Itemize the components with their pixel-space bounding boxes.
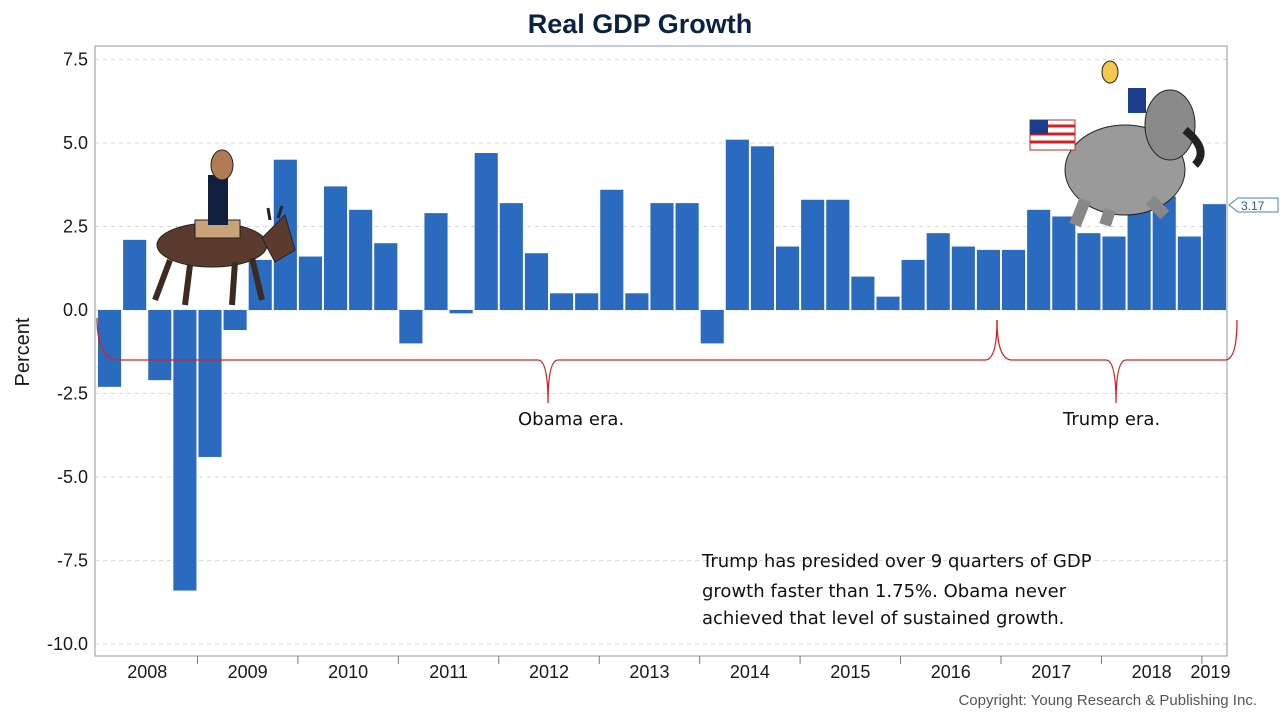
trump-era-label: Trump era. [1062, 409, 1160, 430]
note-line-1: Trump has presided over 9 quarters of GD… [701, 551, 1092, 572]
bar-2014Q3 [750, 146, 774, 310]
trump-elephant-cartoon [1029, 60, 1205, 228]
bar-2008Q2 [123, 239, 147, 310]
x-tick-label: 2011 [429, 662, 468, 682]
x-tick-label: 2010 [328, 662, 368, 682]
era-brackets [96, 317, 1238, 404]
x-tick-label: 2019 [1190, 662, 1230, 682]
x-tick-label: 2016 [931, 662, 971, 682]
last-value-callout: 3.17 [1228, 197, 1279, 213]
x-tick-label: 2013 [629, 662, 669, 682]
bar-2012Q3 [550, 293, 574, 310]
y-axis-ticks: 7.5 5.0 2.5 0.0 -2.5 -5.0 -7.5 -10.0 [47, 50, 88, 655]
bar-2012Q2 [524, 253, 548, 310]
y-tick-label: 5.0 [63, 133, 88, 153]
y-tick-label: 2.5 [63, 217, 88, 237]
bar-2014Q2 [725, 139, 749, 310]
x-axis-ticks: 2008 2009 2010 2011 2012 2013 2014 2015 2016 2017… [127, 656, 1230, 682]
y-tick-label: -2.5 [57, 384, 88, 404]
bar-2012Q4 [575, 293, 599, 310]
trump-era-bracket [996, 319, 1238, 404]
x-tick-label: 2012 [529, 662, 569, 682]
bar-2016Q3 [951, 246, 975, 310]
obama-era-bracket [96, 317, 998, 404]
x-tick-label: 2017 [1031, 662, 1071, 682]
bars [98, 139, 1226, 591]
x-tick-label: 2008 [127, 662, 167, 682]
bar-2013Q2 [625, 293, 649, 310]
bar-2017Q1 [1002, 249, 1026, 310]
obama-donkey-cartoon [152, 149, 296, 306]
bar-2014Q4 [776, 246, 800, 310]
bar-2014Q1 [700, 310, 724, 344]
x-tick-label: 2015 [830, 662, 870, 682]
bar-2016Q2 [926, 233, 950, 310]
x-tick-label: 2018 [1132, 662, 1172, 682]
bar-2018Q4 [1177, 236, 1201, 310]
bar-2010Q1 [298, 256, 322, 310]
bar-2010Q4 [374, 243, 398, 310]
y-axis-label: Percent [12, 317, 34, 386]
bar-2017Q4 [1077, 233, 1101, 310]
copyright: Copyright: Young Research & Publishing I… [958, 692, 1257, 709]
y-tick-label: 0.0 [63, 300, 88, 320]
bar-2015Q3 [851, 276, 875, 310]
bar-2016Q1 [901, 259, 925, 310]
bar-2011Q3 [449, 310, 473, 314]
bar-2015Q1 [801, 199, 825, 310]
bar-2009Q1 [198, 310, 222, 457]
bar-2016Q4 [976, 249, 1000, 310]
bar-2010Q2 [324, 186, 348, 310]
bar-2012Q1 [499, 203, 523, 310]
note-line-2: growth faster than 1.75%. Obama never [702, 581, 1067, 602]
bar-2011Q4 [474, 153, 498, 310]
bar-2008Q3 [148, 310, 172, 381]
x-tick-label: 2009 [228, 662, 268, 682]
bar-2008Q4 [173, 310, 197, 591]
bar-2010Q3 [349, 209, 373, 310]
note-line-3: achieved that level of sustained growth. [702, 608, 1064, 629]
y-tick-label: -10.0 [47, 634, 88, 654]
y-tick-label: -7.5 [57, 551, 88, 571]
bar-2011Q1 [399, 310, 423, 344]
plot-frame [94, 45, 1228, 657]
bar-2018Q3 [1152, 196, 1176, 310]
bar-2011Q2 [424, 213, 448, 310]
bar-2015Q4 [876, 296, 900, 310]
bar-2015Q2 [826, 199, 850, 310]
obama-era-label: Obama era. [518, 409, 624, 430]
bar-2018Q1 [1102, 236, 1126, 310]
last-value-label: 3.17 [1241, 199, 1265, 213]
bar-2013Q4 [675, 203, 699, 310]
y-tick-label: 7.5 [63, 50, 88, 70]
chart-title: Real GDP Growth [528, 9, 753, 39]
bar-2017Q3 [1052, 216, 1076, 310]
bar-2017Q2 [1027, 209, 1051, 310]
bar-2019Q1 [1202, 204, 1226, 310]
bar-2013Q3 [650, 203, 674, 310]
bar-2009Q2 [223, 310, 247, 331]
bar-2013Q1 [600, 189, 624, 310]
x-tick-label: 2014 [730, 662, 770, 682]
bar-2008Q1 [98, 310, 122, 387]
y-tick-label: -5.0 [57, 467, 88, 487]
